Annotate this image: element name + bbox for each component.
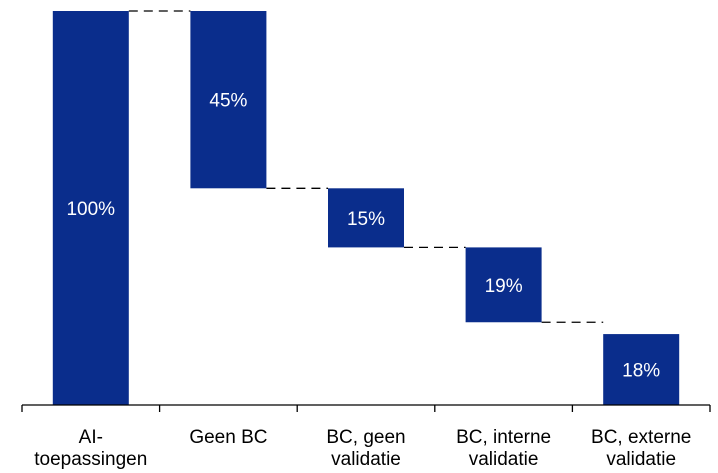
bar-value-label: 100% — [66, 199, 115, 220]
bar-value-label: 18% — [622, 361, 660, 382]
bar-value-label: 15% — [347, 209, 385, 230]
category-label: BC, externe — [591, 427, 691, 448]
bar-value-label: 45% — [209, 91, 247, 112]
bar-value-label: 19% — [485, 276, 523, 297]
category-label: validatie — [469, 449, 539, 470]
bars-group: 100% 45% 15% 19% 18% — [53, 11, 679, 405]
category-label: BC, interne — [456, 427, 551, 448]
category-label: BC, geen — [326, 427, 405, 448]
x-axis — [22, 405, 710, 412]
category-label: validatie — [331, 449, 401, 470]
category-label: toepassingen — [34, 449, 147, 470]
category-label: Geen BC — [189, 427, 267, 448]
category-label: AI- — [79, 427, 103, 448]
category-label: validatie — [606, 449, 676, 470]
